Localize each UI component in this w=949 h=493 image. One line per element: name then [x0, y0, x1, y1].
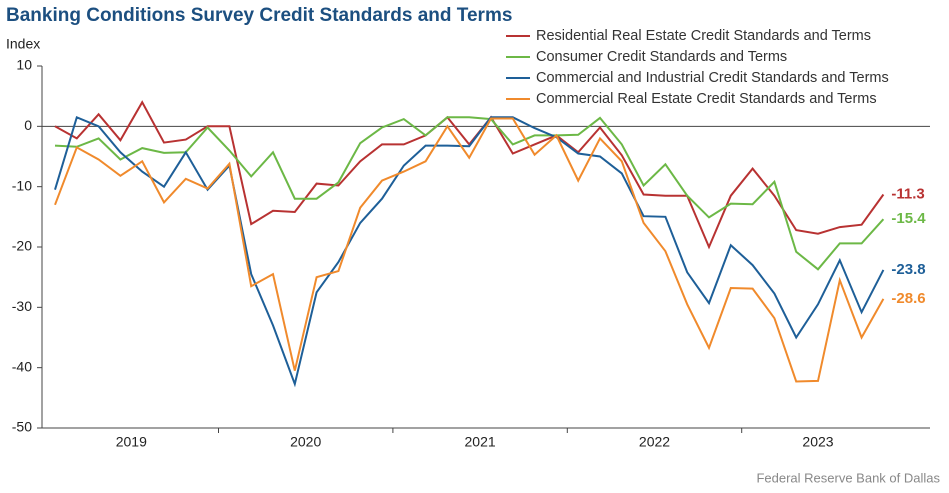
y-tick-label: -10 [12, 177, 32, 193]
x-tick-label: 2021 [465, 434, 496, 450]
x-tick-label: 2022 [639, 434, 670, 450]
series-line [54, 100, 885, 250]
end-label: -28.6 [891, 290, 925, 307]
legend-label: Commercial Real Estate Credit Standards … [536, 91, 877, 107]
end-label: -11.3 [891, 185, 924, 202]
end-label: -15.4 [891, 210, 926, 227]
chart-title: Banking Conditions Survey Credit Standar… [6, 5, 512, 26]
series-line [54, 116, 885, 271]
x-tick-label: 2019 [116, 434, 147, 450]
series-line [54, 117, 885, 383]
x-tick-label: 2023 [802, 434, 833, 450]
y-tick-label: -50 [12, 419, 32, 435]
y-tick-label: 0 [24, 117, 32, 133]
y-tick-label: -20 [12, 238, 32, 254]
series-line [54, 115, 885, 388]
legend-label: Commercial and Industrial Credit Standar… [536, 70, 889, 86]
legend-label: Consumer Credit Standards and Terms [536, 49, 787, 65]
y-axis-label: Index [6, 36, 40, 52]
y-tick-label: 10 [16, 57, 32, 73]
y-tick-label: -40 [12, 358, 32, 374]
y-tick-label: -30 [12, 298, 32, 314]
source: Federal Reserve Bank of Dallas [756, 470, 940, 485]
legend-label: Residential Real Estate Credit Standards… [536, 28, 871, 44]
end-label: -23.8 [891, 261, 925, 278]
x-tick-label: 2020 [290, 434, 321, 450]
